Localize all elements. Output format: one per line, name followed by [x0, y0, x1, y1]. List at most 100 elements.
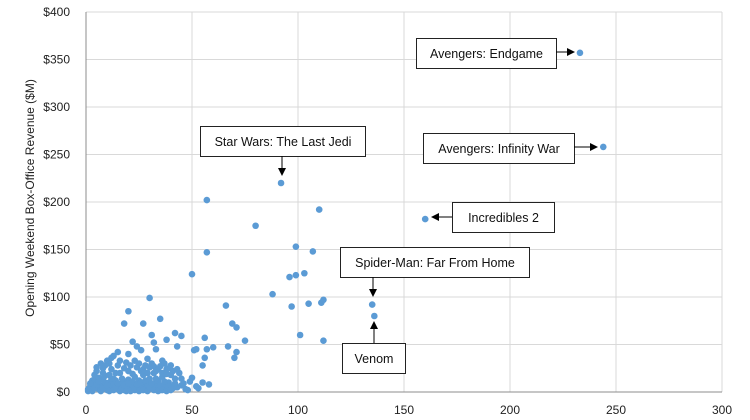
axes	[85, 12, 722, 393]
y-tick-label: $350	[43, 53, 70, 67]
scatter-point	[86, 380, 94, 387]
gridlines	[86, 11, 723, 392]
callout: Spider-Man: Far From Home	[340, 247, 530, 297]
scatter-point	[201, 334, 209, 342]
scatter-point	[186, 378, 194, 385]
scatter-point	[233, 324, 240, 331]
scatter-point	[152, 345, 160, 353]
scatter-point	[129, 370, 136, 378]
callout-box	[342, 343, 406, 374]
scatter-point	[108, 375, 115, 383]
scatter-point	[203, 196, 211, 204]
scatter-point	[148, 380, 156, 387]
scatter-point	[209, 344, 217, 351]
scatter-point	[233, 348, 240, 356]
callout-label: Venom	[355, 352, 394, 366]
scatter-point	[368, 301, 376, 308]
scatter-point	[203, 345, 211, 353]
callout-label: Incredibles 2	[468, 211, 539, 225]
scatter-point	[144, 369, 151, 377]
scatter-point	[163, 370, 170, 378]
scatter-point	[199, 379, 206, 386]
x-tick-label: 300	[712, 403, 732, 417]
scatter-point	[127, 362, 134, 369]
scatter-point	[114, 362, 122, 369]
scatter-point	[421, 215, 429, 223]
callout: Avengers: Endgame	[416, 38, 575, 69]
y-tick-label: $300	[43, 100, 70, 114]
scatter-point	[163, 336, 170, 344]
callout-label: Avengers: Infinity War	[438, 142, 560, 156]
scatter-point	[292, 243, 300, 250]
x-tick-label: 50	[185, 403, 199, 417]
scatter-point	[184, 386, 192, 394]
x-tick-label: 250	[606, 403, 626, 417]
scatter-point	[137, 346, 145, 354]
scatter-point	[114, 380, 122, 387]
scatter-point	[156, 363, 164, 370]
scatter-point	[133, 343, 141, 350]
tick-labels: $0 $50 $100 $150 $200 $250 $300 $350 $400 0 50 100 1…	[43, 5, 732, 417]
scatter-point	[139, 320, 147, 327]
x-tick-label: 200	[500, 403, 520, 417]
scatter-point	[296, 331, 304, 339]
y-axis-label: Opening Weekend Box-Office Revenue ($M)	[23, 79, 37, 317]
scatter-point	[576, 49, 584, 57]
scatter-point	[192, 345, 200, 353]
scatter-point	[231, 354, 238, 362]
scatter-point	[277, 179, 285, 187]
scatter-point	[269, 290, 276, 298]
scatter-point	[201, 354, 209, 362]
scatter-point	[199, 362, 206, 369]
scatter-point	[315, 206, 323, 213]
scatter-point	[173, 365, 181, 373]
scatter-point	[222, 302, 230, 309]
scatter-point	[116, 369, 124, 377]
scatter-point	[195, 384, 202, 392]
scatter-point	[241, 337, 249, 345]
x-tick-label: 150	[394, 403, 414, 417]
scatter-point	[371, 312, 378, 320]
callout: Star Wars: The Last Jedi	[200, 126, 366, 176]
y-tick-label: $0	[57, 385, 71, 399]
scatter-point	[309, 248, 317, 255]
y-tick-label: $50	[50, 338, 70, 352]
scatter-point	[135, 360, 143, 367]
scatter-point	[286, 273, 293, 281]
scatter-point	[205, 381, 213, 388]
scatter-point	[99, 369, 107, 377]
scatter-point	[144, 355, 151, 363]
scatter-point	[108, 365, 115, 373]
scatter-point	[110, 352, 117, 360]
scatter-point	[152, 375, 160, 383]
scatter-point	[178, 332, 185, 340]
scatter-point	[142, 377, 149, 384]
y-tick-label: $400	[43, 5, 70, 19]
scatter-point	[320, 296, 327, 304]
callout-label: Avengers: Endgame	[430, 47, 543, 61]
scatter-point	[178, 382, 185, 389]
scatter-point	[188, 270, 196, 278]
scatter-point	[252, 222, 259, 230]
callout: Incredibles 2	[431, 202, 555, 233]
y-tick-label: $250	[43, 148, 70, 162]
scatter-point	[320, 337, 327, 345]
scatter-point	[156, 315, 164, 323]
scatter-point	[114, 348, 122, 356]
scatter-point	[203, 249, 211, 256]
scatter-point	[171, 375, 179, 383]
scatter-point	[161, 378, 168, 385]
callout: Avengers: Infinity War	[423, 133, 598, 164]
scatter-point	[129, 338, 136, 345]
callout: Venom	[342, 321, 406, 374]
callouts: Avengers: Endgame Avengers: Infinity War S…	[200, 38, 598, 374]
scatter-point	[120, 320, 128, 327]
scatter-point	[146, 294, 153, 302]
scatter-point	[228, 320, 236, 327]
scatter-point	[305, 300, 312, 307]
scatter-point	[103, 357, 111, 364]
scatter-point	[148, 331, 156, 339]
callout-box	[200, 126, 366, 157]
callout-box	[423, 133, 575, 164]
